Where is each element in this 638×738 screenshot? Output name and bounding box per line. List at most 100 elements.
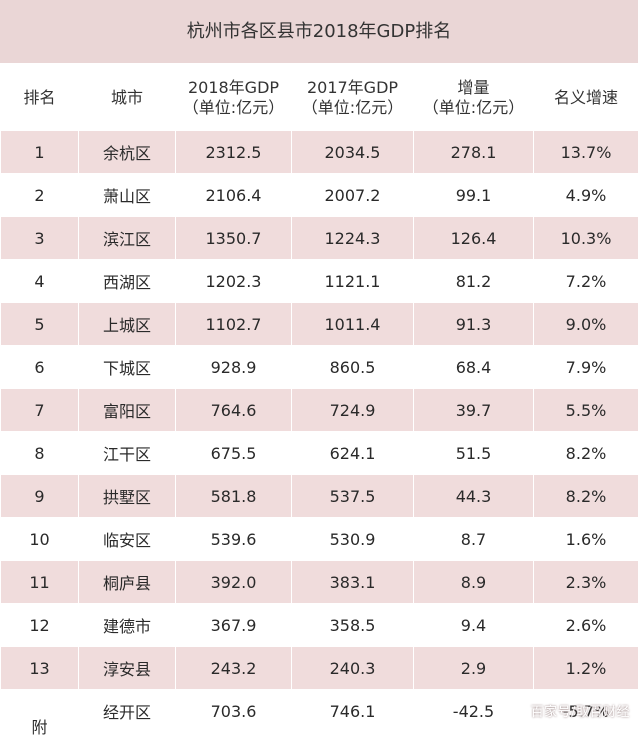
header-rank: 排名 [1, 65, 79, 131]
cell-rank: 1 [1, 131, 79, 174]
cell-city: 下城区 [79, 346, 176, 389]
cell-gdp2017: 2007.2 [292, 174, 414, 217]
appendix-label: 附 [1, 690, 79, 733]
cell-gdp2017: 1011.4 [292, 303, 414, 346]
cell-gdp2018: 581.8 [176, 475, 292, 518]
cell-rank: 9 [1, 475, 79, 518]
cell-gdp2018: 392.0 [176, 561, 292, 604]
header-city: 城市 [79, 65, 176, 131]
cell-increase: 44.3 [414, 475, 534, 518]
cell-rank: 8 [1, 432, 79, 475]
cell-increase: 51.5 [414, 432, 534, 475]
cell-rank: 6 [1, 346, 79, 389]
cell-gdp2017: 860.5 [292, 346, 414, 389]
cell-rank: 13 [1, 647, 79, 690]
cell-gdp2018: 367.9 [176, 604, 292, 647]
cell-growth: 2.3% [534, 561, 638, 604]
cell-gdp2018: 928.9 [176, 346, 292, 389]
cell-gdp2017: 358.5 [292, 604, 414, 647]
appendix-increase: -42.5 [414, 690, 534, 733]
header-increase-line1: 增量 [414, 78, 533, 98]
header-increase: 增量 （单位:亿元） [414, 65, 534, 131]
cell-increase: 91.3 [414, 303, 534, 346]
cell-city: 临安区 [79, 518, 176, 561]
cell-gdp2018: 1202.3 [176, 260, 292, 303]
cell-gdp2017: 383.1 [292, 561, 414, 604]
appendix-label-text: 附 [1, 714, 78, 738]
cell-city: 余杭区 [79, 131, 176, 174]
cell-city: 滨江区 [79, 217, 176, 260]
cell-increase: 9.4 [414, 604, 534, 647]
cell-city: 富阳区 [79, 389, 176, 432]
header-gdp2018-line2: （单位:亿元） [176, 98, 291, 118]
cell-gdp2018: 675.5 [176, 432, 292, 475]
cell-growth: 4.9% [534, 174, 638, 217]
cell-growth: 10.3% [534, 217, 638, 260]
cell-rank: 12 [1, 604, 79, 647]
appendix-gdp2017: 746.1 [292, 690, 414, 733]
cell-gdp2017: 2034.5 [292, 131, 414, 174]
cell-gdp2017: 1121.1 [292, 260, 414, 303]
cell-increase: 68.4 [414, 346, 534, 389]
header-increase-line2: （单位:亿元） [414, 98, 533, 118]
cell-growth: 5.5% [534, 389, 638, 432]
cell-gdp2018: 2106.4 [176, 174, 292, 217]
cell-growth: 2.6% [534, 604, 638, 647]
header-gdp2017: 2017年GDP （单位:亿元） [292, 65, 414, 131]
cell-growth: 13.7% [534, 131, 638, 174]
cell-gdp2017: 530.9 [292, 518, 414, 561]
cell-growth: 7.9% [534, 346, 638, 389]
cell-increase: 81.2 [414, 260, 534, 303]
cell-rank: 3 [1, 217, 79, 260]
cell-growth: 9.0% [534, 303, 638, 346]
cell-gdp2018: 1350.7 [176, 217, 292, 260]
cell-city: 淳安县 [79, 647, 176, 690]
cell-increase: 39.7 [414, 389, 534, 432]
cell-increase: 99.1 [414, 174, 534, 217]
cell-gdp2018: 539.6 [176, 518, 292, 561]
cell-gdp2017: 624.1 [292, 432, 414, 475]
cell-growth: 8.2% [534, 475, 638, 518]
cell-rank: 10 [1, 518, 79, 561]
header-gdp2018: 2018年GDP （单位:亿元） [176, 65, 292, 131]
cell-city: 西湖区 [79, 260, 176, 303]
cell-increase: 126.4 [414, 217, 534, 260]
cell-growth: 7.2% [534, 260, 638, 303]
cell-gdp2017: 724.9 [292, 389, 414, 432]
appendix-city: 经开区 [79, 690, 176, 733]
cell-city: 上城区 [79, 303, 176, 346]
cell-city: 拱墅区 [79, 475, 176, 518]
header-gdp2018-line1: 2018年GDP [176, 78, 291, 98]
cell-city: 萧山区 [79, 174, 176, 217]
cell-increase: 2.9 [414, 647, 534, 690]
header-row: 排名 城市 2018年GDP （单位:亿元） 2017年GDP （单位:亿元） … [1, 65, 638, 131]
cell-growth: 8.2% [534, 432, 638, 475]
cell-increase: 278.1 [414, 131, 534, 174]
watermark: 百家号/取百财经 [531, 701, 630, 720]
cell-city: 江干区 [79, 432, 176, 475]
cell-gdp2017: 240.3 [292, 647, 414, 690]
cell-gdp2018: 1102.7 [176, 303, 292, 346]
cell-city: 建德市 [79, 604, 176, 647]
appendix-gdp2018: 703.6 [176, 690, 292, 733]
cell-gdp2018: 764.6 [176, 389, 292, 432]
cell-gdp2018: 2312.5 [176, 131, 292, 174]
cell-rank: 11 [1, 561, 79, 604]
cell-growth: 1.6% [534, 518, 638, 561]
cell-rank: 7 [1, 389, 79, 432]
cell-gdp2017: 1224.3 [292, 217, 414, 260]
cell-growth: 1.2% [534, 647, 638, 690]
cell-increase: 8.7 [414, 518, 534, 561]
table-title: 杭州市各区县市2018年GDP排名 [0, 0, 638, 64]
